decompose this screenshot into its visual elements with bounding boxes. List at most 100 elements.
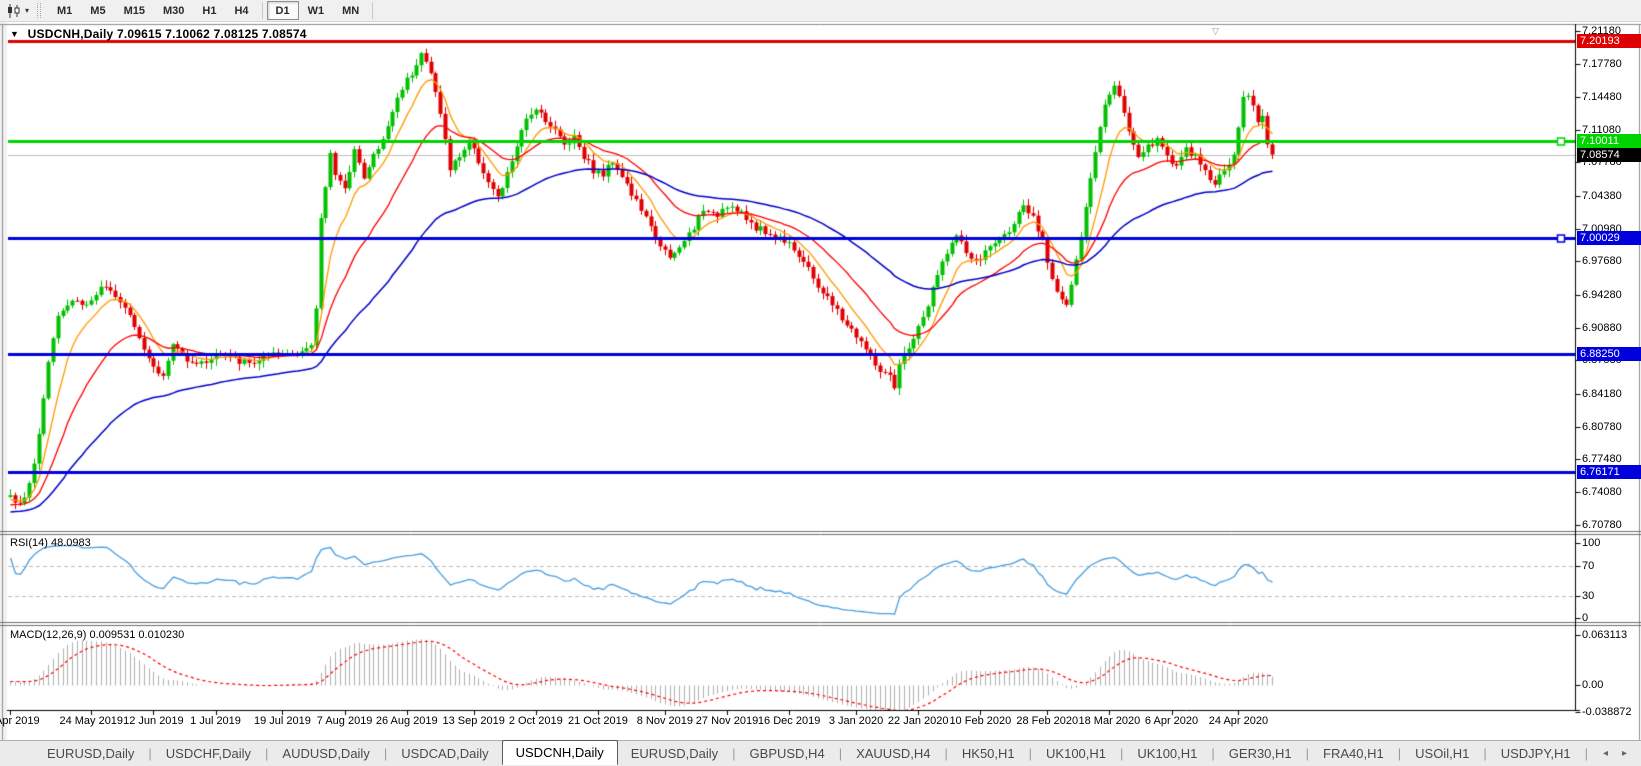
date-axis-label: 3 Jan 2020 [828, 715, 884, 727]
price-axis-tick-label: 6.74080 [1582, 486, 1622, 499]
timeframes-toolbar: ▾ M1 M5 M15 M30 H1 H4 D1 W1 MN [0, 0, 1641, 22]
timeframe-button-m5[interactable]: M5 [90, 4, 106, 17]
chart-tab-usdcad-daily[interactable]: USDCAD,Daily [401, 746, 489, 761]
chart-tab-xauusd-h4[interactable]: XAUUSD,H4 [856, 746, 931, 761]
tab-separator: | [1397, 746, 1402, 761]
tab-separator: | [148, 746, 152, 761]
date-axis-label: 24 May 2019 [59, 715, 124, 727]
price-axis-tick-label: 6.94280 [1582, 288, 1622, 301]
date-axis-label: 1 Jul 2019 [190, 715, 241, 727]
chart-tab-usdchf-daily[interactable]: USDCHF,Daily [165, 746, 252, 761]
rsi-indicator-label: RSI(14) 48.0983 [10, 537, 91, 549]
collapse-caret-icon: ▼ [10, 29, 20, 39]
date-axis-label: 27 Nov 2019 [695, 715, 759, 727]
tab-separator: | [1120, 746, 1124, 761]
candlestick-chart-icon [8, 3, 20, 18]
date-axis-label: 19 Jul 2019 [254, 715, 311, 727]
timeframe-button-m15[interactable]: M15 [123, 4, 145, 17]
tab-separator: | [265, 746, 269, 761]
date-axis-label: 28 Feb 2020 [1016, 715, 1079, 727]
toolbar-grip[interactable] [37, 3, 42, 18]
chart-tab-usoil-h1[interactable]: USOil,H1 [1415, 746, 1470, 761]
date-axis-label: 6 Apr 2020 [1144, 715, 1199, 727]
date-axis-label: 10 Feb 2020 [949, 715, 1012, 727]
timeframe-button-h4[interactable]: H4 [234, 4, 249, 17]
tab-separator: | [732, 746, 736, 761]
chart-tab-usdjpy-h1[interactable]: USDJPY,H1 [1500, 746, 1571, 761]
chart-symbol-label: USDCNH,Daily [27, 27, 114, 41]
date-axis-label: 8 Nov 2019 [636, 715, 693, 727]
tab-separator: | [1305, 746, 1310, 761]
price-axis-tick-label: 6.70780 [1582, 518, 1622, 531]
tab-separator: | [1584, 746, 1588, 761]
price-axis-tick-label: 6.90880 [1582, 321, 1622, 334]
timeframe-button-d1[interactable]: D1 [266, 1, 299, 20]
chart-tab-audusd-daily[interactable]: AUDUSD,Daily [282, 746, 370, 761]
macd-axis-label: 0.063113 [1582, 629, 1628, 641]
timeframe-button-m1[interactable]: M1 [57, 4, 73, 17]
price-axis-tick-label: 6.97680 [1582, 255, 1622, 268]
chart-title: ▼ USDCNH,Daily 7.09615 7.10062 7.08125 7… [10, 27, 307, 41]
rsi-axis-label: 30 [1582, 589, 1595, 602]
rsi-axis-label: 70 [1582, 559, 1595, 572]
toolbar-separator [261, 2, 263, 19]
tabs-scroll-left-icon[interactable]: ◂ [1602, 748, 1608, 759]
price-axis-tick-label: 7.04380 [1582, 189, 1622, 202]
rsi-axis-label: 100 [1582, 537, 1601, 549]
chart-tab-uk100-h1[interactable]: UK100,H1 [1137, 746, 1198, 761]
macd-axis-label: -0.038872 [1582, 706, 1632, 718]
date-axis-label: 21 Oct 2019 [567, 715, 628, 727]
price-axis-tick-label: 7.14480 [1582, 90, 1622, 103]
dropdown-caret-icon: ▾ [25, 6, 30, 15]
date-axis-label: 22 Jan 2020 [887, 715, 949, 727]
date-axis-label: 24 Apr 2020 [1208, 715, 1269, 727]
current-price-tag: 7.08574 [1577, 147, 1641, 162]
tab-separator: | [944, 746, 948, 761]
macd-axis-label: 0.00 [1582, 679, 1604, 691]
timeframe-button-mn[interactable]: MN [342, 4, 360, 17]
date-axis-label: 12 Jun 2019 [123, 715, 184, 727]
price-axis-tick-label: 7.11080 [1582, 124, 1621, 137]
date-axis-label: 26 Aug 2019 [375, 715, 438, 727]
tab-separator: | [1211, 746, 1215, 761]
date-axis-label: 30 Apr 2019 [0, 715, 40, 727]
tab-separator: | [838, 746, 843, 761]
timeframe-button-m30[interactable]: M30 [162, 4, 185, 17]
date-axis-label: 18 Mar 2020 [1078, 715, 1141, 727]
chart-tabs-bar: EURUSD,Daily | USDCHF,Daily | AUDUSD,Daily | U… [0, 740, 1641, 766]
hline-price-tag: 7.00029 [1577, 231, 1641, 246]
chart-tab-uk100-h1[interactable]: UK100,H1 [1046, 746, 1107, 761]
chart-tab-eurusd-daily[interactable]: EURUSD,Daily [630, 746, 719, 761]
chart-tab-usdcnh-daily[interactable]: USDCNH,Daily [501, 740, 618, 765]
price-axis-tick-label: 6.84180 [1582, 387, 1622, 400]
date-axis-label: 7 Aug 2019 [316, 715, 373, 727]
tabs-nav: ◂ ▸ [1603, 748, 1641, 759]
chart-tab-ger30-h1[interactable]: GER30,H1 [1228, 746, 1292, 761]
tab-separator: | [1483, 746, 1487, 761]
chart-tab-hk50-h1[interactable]: HK50,H1 [961, 746, 1015, 761]
tab-separator: | [1028, 746, 1033, 761]
timeframe-button-w1[interactable]: W1 [307, 4, 325, 17]
chart-type-button[interactable]: ▾ [2, 1, 33, 21]
chart-tab-gbpusd-h4[interactable]: GBPUSD,H4 [749, 746, 825, 761]
hline-price-tag: 6.76171 [1577, 464, 1641, 479]
timeframe-button-h1[interactable]: H1 [202, 4, 217, 17]
price-axis-tick-label: 7.17780 [1582, 58, 1622, 71]
date-axis-label: 13 Sep 2019 [442, 715, 505, 727]
tab-separator: | [383, 746, 388, 761]
toolbar-separator [372, 2, 374, 19]
hline-price-tag: 7.20193 [1577, 33, 1641, 48]
timeframe-buttons: M1 M5 M15 M30 H1 H4 D1 W1 MN [48, 0, 377, 22]
macd-indicator-label: MACD(12,26,9) 0.009531 0.010230 [10, 629, 185, 641]
chart-tabs: EURUSD,Daily | USDCHF,Daily | AUDUSD,Daily | U… [34, 740, 1589, 766]
chart-ohlc-values: 7.09615 7.10062 7.08125 7.08574 [116, 27, 307, 41]
tabs-scroll-right-icon[interactable]: ▸ [1621, 748, 1627, 759]
chart-tab-fra40-h1[interactable]: FRA40,H1 [1323, 746, 1384, 761]
chart-tab-eurusd-daily[interactable]: EURUSD,Daily [47, 746, 135, 761]
chart-shift-marker[interactable]: ▽ [1212, 26, 1219, 36]
rsi-axis-label: 0 [1582, 612, 1589, 624]
hline-price-tag: 7.10011 [1577, 133, 1641, 148]
date-axis-label: 2 Oct 2019 [508, 715, 563, 727]
